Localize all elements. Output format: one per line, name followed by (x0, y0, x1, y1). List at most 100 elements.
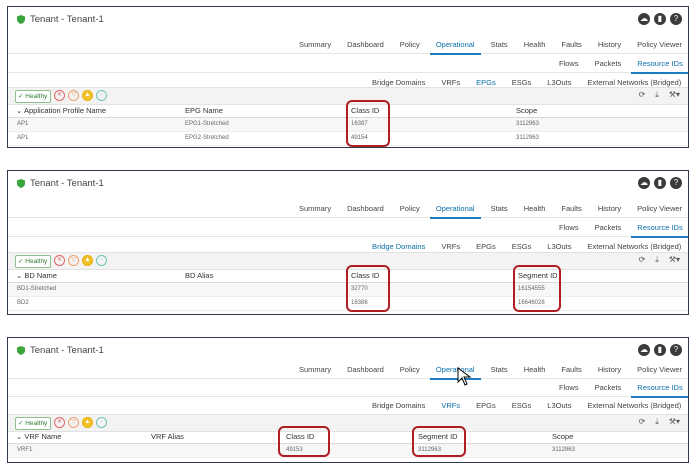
tab[interactable]: Bridge Domains (372, 78, 426, 87)
tab[interactable]: External Networks (Bridged) (587, 401, 682, 410)
wrench-icon[interactable]: ⚒▾ (668, 90, 680, 99)
download-icon[interactable]: ⤓ (655, 90, 659, 99)
tab[interactable]: L3Outs (547, 78, 572, 87)
column-header[interactable]: ⌄ Application Profile Name (16, 106, 107, 115)
critical-fault-icon[interactable]: ✕ (54, 417, 65, 428)
tab[interactable]: Faults (561, 40, 582, 49)
tab[interactable]: Summary (299, 40, 332, 49)
tab[interactable]: VRFs (441, 242, 461, 251)
tab[interactable]: EPGs (476, 242, 496, 251)
tab[interactable]: Packets (594, 223, 622, 232)
column-header[interactable]: EPG Name (185, 106, 223, 115)
tab[interactable]: Policy Viewer (637, 365, 683, 374)
critical-fault-icon[interactable]: ✕ (54, 90, 65, 101)
tab[interactable]: Health (523, 204, 546, 213)
tab[interactable]: History (597, 365, 622, 374)
tab[interactable]: Operational (428, 38, 483, 55)
tab[interactable]: Faults (561, 365, 582, 374)
column-header[interactable]: BD Alias (185, 271, 214, 280)
refresh-icon[interactable]: ⟳ (638, 417, 646, 426)
tab[interactable]: ESGs (511, 401, 532, 410)
column-header[interactable]: Segment ID (518, 271, 558, 280)
tab[interactable]: ESGs (511, 78, 532, 87)
healthy-badge[interactable]: ✓ Healthy (15, 417, 52, 430)
cloud-icon[interactable]: ☁ (638, 13, 650, 25)
tab[interactable]: Policy (399, 365, 420, 374)
tab[interactable]: History (597, 204, 622, 213)
tab[interactable]: Resource IDs (629, 221, 688, 238)
tab[interactable]: Operational (428, 202, 483, 219)
minor-fault-icon[interactable]: ▲ (82, 417, 93, 428)
download-icon[interactable]: ⤓ (655, 417, 659, 426)
bookmark-icon[interactable]: ▮ (654, 177, 666, 189)
tab[interactable]: Summary (299, 365, 332, 374)
tab[interactable]: External Networks (Bridged) (587, 78, 682, 87)
major-fault-icon[interactable]: ▽ (68, 255, 79, 266)
tab[interactable]: ESGs (511, 242, 532, 251)
tab[interactable]: Resource IDs (629, 381, 688, 398)
major-fault-icon[interactable]: ▽ (68, 417, 79, 428)
critical-fault-icon[interactable]: ✕ (54, 255, 65, 266)
warning-fault-icon[interactable]: ◦ (96, 90, 107, 101)
tab[interactable]: VRFs (433, 399, 468, 416)
tab[interactable]: Summary (299, 204, 332, 213)
tab[interactable]: Operational (428, 363, 483, 380)
tab[interactable]: Dashboard (347, 365, 384, 374)
warning-fault-icon[interactable]: ◦ (96, 255, 107, 266)
tab[interactable]: Policy Viewer (637, 40, 683, 49)
tab[interactable]: Stats (490, 40, 508, 49)
tab[interactable]: Stats (490, 204, 508, 213)
column-header[interactable]: VRF Alias (151, 432, 184, 441)
tab[interactable]: EPGs (476, 401, 496, 410)
table-row[interactable]: AP1 EPG1-Stretched 16387 3112963 (8, 118, 688, 132)
refresh-icon[interactable]: ⟳ (638, 90, 646, 99)
tab[interactable]: History (597, 40, 622, 49)
tab[interactable]: Flows (559, 59, 579, 68)
tab[interactable]: Health (523, 40, 546, 49)
tab[interactable]: Dashboard (347, 204, 384, 213)
tab[interactable]: Policy Viewer (637, 204, 683, 213)
column-header[interactable]: ⌄ VRF Name (16, 432, 62, 441)
cloud-icon[interactable]: ☁ (638, 177, 650, 189)
table-row[interactable]: VRF1 49153 3112963 3112963 (8, 444, 688, 458)
help-icon[interactable]: ? (670, 344, 682, 356)
tab[interactable]: L3Outs (547, 401, 572, 410)
tab[interactable]: Resource IDs (629, 57, 688, 74)
download-icon[interactable]: ⤓ (655, 255, 659, 264)
tab[interactable]: VRFs (441, 78, 461, 87)
column-header[interactable]: Segment ID (418, 432, 458, 441)
healthy-badge[interactable]: ✓ Healthy (15, 255, 52, 268)
refresh-icon[interactable]: ⟳ (638, 255, 646, 264)
tab[interactable]: Dashboard (347, 40, 384, 49)
wrench-icon[interactable]: ⚒▾ (668, 255, 680, 264)
tab[interactable]: Faults (561, 204, 582, 213)
tab[interactable]: Policy (399, 40, 420, 49)
tab[interactable]: External Networks (Bridged) (587, 242, 682, 251)
help-icon[interactable]: ? (670, 177, 682, 189)
bookmark-icon[interactable]: ▮ (654, 13, 666, 25)
column-header[interactable]: ⌄ BD Name (16, 271, 57, 280)
column-header[interactable]: Class ID (351, 271, 380, 280)
tab[interactable]: Bridge Domains (372, 401, 426, 410)
column-header[interactable]: Class ID (286, 432, 315, 441)
tab[interactable]: Flows (559, 223, 579, 232)
column-header[interactable]: Class ID (351, 106, 380, 115)
bookmark-icon[interactable]: ▮ (654, 344, 666, 356)
tab[interactable]: Packets (594, 383, 622, 392)
table-row[interactable]: BD1-Stretched 32770 16154555 (8, 283, 688, 297)
tab[interactable]: Flows (559, 383, 579, 392)
cloud-icon[interactable]: ☁ (638, 344, 650, 356)
tab[interactable]: Policy (399, 204, 420, 213)
tab[interactable]: Stats (490, 365, 508, 374)
minor-fault-icon[interactable]: ▲ (82, 90, 93, 101)
column-header[interactable]: Scope (552, 432, 574, 441)
help-icon[interactable]: ? (670, 13, 682, 25)
wrench-icon[interactable]: ⚒▾ (668, 417, 680, 426)
column-header[interactable]: Scope (516, 106, 538, 115)
tab[interactable]: Packets (594, 59, 622, 68)
major-fault-icon[interactable]: ▽ (68, 90, 79, 101)
minor-fault-icon[interactable]: ▲ (82, 255, 93, 266)
tab[interactable]: Health (523, 365, 546, 374)
warning-fault-icon[interactable]: ◦ (96, 417, 107, 428)
healthy-badge[interactable]: ✓ Healthy (15, 90, 52, 103)
